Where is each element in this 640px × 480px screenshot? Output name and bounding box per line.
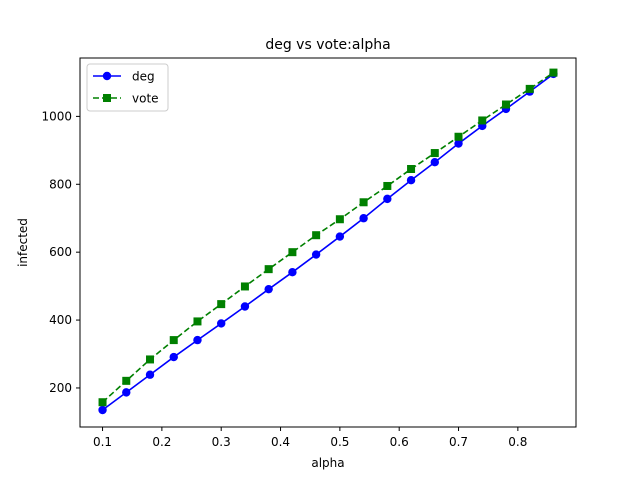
data-point-vote bbox=[525, 84, 534, 93]
legend-marker-vote bbox=[103, 94, 111, 102]
data-point-deg bbox=[217, 319, 226, 328]
data-point-vote bbox=[478, 116, 487, 125]
legend-marker-deg bbox=[102, 71, 112, 81]
legend-label-deg: deg bbox=[132, 70, 155, 84]
data-point-deg bbox=[264, 284, 273, 294]
data-point-deg bbox=[311, 250, 321, 259]
x-tick-label: 0.5 bbox=[330, 435, 349, 449]
series-line-deg bbox=[102, 73, 554, 411]
data-point-vote bbox=[169, 336, 178, 345]
data-point-deg bbox=[169, 352, 178, 362]
x-tick-label: 0.3 bbox=[212, 435, 231, 449]
x-tick-label: 0.6 bbox=[390, 435, 409, 449]
y-tick-label: 600 bbox=[49, 245, 72, 259]
y-axis: 200 400 600 800 1000 bbox=[41, 109, 80, 395]
legend-label-vote: vote bbox=[132, 92, 159, 106]
y-tick-label: 400 bbox=[49, 313, 72, 327]
data-point-deg bbox=[288, 268, 297, 277]
data-point-vote bbox=[454, 132, 463, 141]
data-point-vote bbox=[122, 376, 131, 385]
x-tick-label: 0.2 bbox=[152, 435, 171, 449]
series-layer bbox=[98, 68, 558, 415]
data-point-deg bbox=[406, 176, 416, 185]
data-point-vote bbox=[98, 398, 107, 407]
data-point-deg bbox=[240, 302, 250, 311]
y-tick-label: 1000 bbox=[41, 109, 72, 123]
data-point-vote bbox=[264, 265, 273, 274]
x-tick-label: 0.8 bbox=[508, 435, 527, 449]
data-point-deg bbox=[145, 370, 155, 379]
data-point-vote bbox=[430, 149, 439, 158]
data-point-vote bbox=[501, 100, 510, 109]
data-point-vote bbox=[335, 215, 344, 224]
chart-title: deg vs vote:alpha bbox=[265, 37, 390, 53]
x-axis: 0.1 0.2 0.3 0.4 0.5 0.6 0.7 0.8 bbox=[93, 427, 527, 449]
data-point-vote bbox=[217, 300, 226, 309]
y-tick-label: 800 bbox=[49, 177, 72, 191]
plot-frame bbox=[79, 57, 577, 428]
data-point-deg bbox=[122, 388, 131, 397]
y-tick-label: 200 bbox=[49, 381, 72, 395]
data-point-vote bbox=[407, 165, 416, 174]
data-point-vote bbox=[240, 282, 249, 291]
data-point-deg bbox=[359, 214, 368, 223]
data-point-deg bbox=[430, 158, 439, 167]
data-point-vote bbox=[549, 68, 558, 77]
data-point-deg bbox=[98, 405, 107, 415]
data-point-deg bbox=[383, 194, 392, 204]
data-point-vote bbox=[383, 181, 392, 190]
x-tick-label: 0.7 bbox=[449, 435, 468, 449]
data-point-deg bbox=[335, 232, 345, 241]
data-point-vote bbox=[288, 248, 297, 257]
data-point-deg bbox=[454, 139, 463, 148]
x-axis-label: alpha bbox=[311, 456, 344, 470]
x-tick-label: 0.1 bbox=[93, 435, 112, 449]
data-point-vote bbox=[193, 317, 202, 326]
data-point-vote bbox=[146, 355, 155, 364]
y-axis-label: infected bbox=[16, 218, 30, 267]
legend: deg vote bbox=[86, 63, 169, 112]
x-tick-label: 0.4 bbox=[271, 435, 290, 449]
data-point-vote bbox=[359, 198, 368, 207]
data-point-vote bbox=[312, 231, 321, 240]
data-point-deg bbox=[193, 335, 202, 345]
